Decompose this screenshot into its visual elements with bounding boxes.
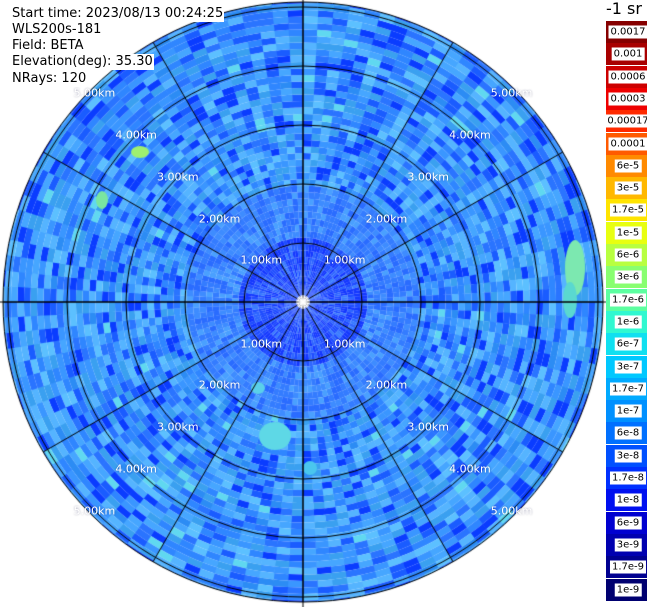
range-ring-label: 5.00km [490, 86, 533, 100]
range-ring-label: 2.00km [198, 212, 241, 226]
colorbar-level: 0.0001 [606, 132, 647, 155]
colorbar-level-label: 6e-9 [614, 516, 642, 530]
colorbar-level-label: 3e-8 [614, 449, 642, 463]
colorbar-level-label: 1e-7 [614, 404, 642, 418]
colorbar-level-label: 0.00017 [605, 114, 647, 128]
colorbar-level: 6e-6 [606, 244, 647, 266]
colorbar-level: 0.0017 [606, 21, 647, 43]
range-ring-label: 4.00km [115, 128, 157, 142]
colorbar-level-label: 1e-6 [614, 315, 642, 329]
colorbar-level-label: 6e-7 [614, 337, 642, 351]
colorbar-level-label: 3e-5 [614, 181, 642, 195]
range-ring-label: 2.00km [365, 378, 408, 392]
colorbar-level: 3e-9 [606, 533, 647, 556]
field-label: Field: BETA [11, 38, 85, 54]
colorbar-level: 0.001 [606, 43, 647, 66]
colorbar-level: 3e-6 [606, 266, 647, 289]
colorbar-level-label: 3e-9 [614, 538, 642, 552]
range-ring-label: 5.00km [73, 86, 116, 100]
colorbar-level: 1.7e-5 [606, 199, 647, 222]
colorbar-level: 1.7e-9 [606, 556, 647, 579]
colorbar-level-label: 1.7e-9 [609, 560, 647, 574]
colorbar-level: 6e-9 [606, 511, 647, 534]
colorbar-level: 1e-7 [606, 400, 647, 423]
colorbar-level: 1.7e-7 [606, 377, 647, 400]
colorbar-level: 1e-9 [606, 578, 647, 601]
range-ring-label: 3.00km [407, 170, 449, 184]
colorbar-level-label: 1.7e-6 [609, 293, 647, 307]
colorbar-level-label: 0.001 [611, 47, 645, 61]
colorbar-level-label: 6e-5 [614, 159, 642, 173]
range-ring-label: 5.00km [73, 504, 116, 518]
colorbar-level-label: 1e-5 [614, 226, 642, 240]
device-label: WLS200s-181 [11, 22, 103, 38]
range-ring-label: 5.00km [490, 504, 533, 518]
colorbar-level: 6e-8 [606, 422, 647, 445]
colorbar-level-label: 3e-6 [614, 270, 642, 284]
colorbar-level-label: 1.7e-5 [609, 203, 647, 217]
nrays-label: NRays: 120 [11, 71, 88, 87]
colorbar-level-label: 0.0006 [608, 70, 647, 84]
colorbar-level: 1e-6 [606, 310, 647, 333]
colorbar-level: 0.00017 [605, 110, 647, 133]
colorbar-level-label: 3e-7 [614, 360, 642, 373]
colorbar-level-label: 1e-8 [614, 493, 642, 507]
colorbar-level-label: 0.0003 [608, 92, 647, 106]
range-ring-label: 2.00km [198, 378, 241, 392]
range-ring-label: 2.00km [365, 212, 408, 226]
start-time-label: Start time: 2023/08/13 00:24:25 [11, 6, 225, 22]
colorbar-level-label: 6e-8 [614, 426, 642, 440]
colorbar-level: 6e-5 [606, 154, 647, 177]
elevation-label: Elevation(deg): 35.30 [11, 54, 154, 70]
colorbar-level: 6e-7 [606, 333, 647, 356]
colorbar-level-label: 0.0017 [608, 25, 647, 39]
colorbar-level-label: 1.7e-8 [609, 471, 647, 485]
range-ring-label: 1.00km [323, 253, 366, 267]
colorbar-level: 1e-5 [606, 221, 647, 244]
range-ring-label: 3.00km [157, 170, 199, 184]
colorbar-level: 3e-5 [606, 177, 647, 200]
colorbar-level: 1e-8 [606, 489, 647, 512]
range-ring-label: 3.00km [157, 420, 199, 434]
colorbar-level-label: 0.0001 [608, 137, 647, 150]
range-ring-label: 1.00km [240, 253, 283, 267]
colorbar-level-label: 6e-6 [614, 248, 642, 262]
colorbar-level-label: 1e-9 [614, 583, 642, 596]
colorbar-level: 0.0003 [606, 87, 647, 110]
range-ring-label: 3.00km [407, 420, 449, 434]
colorbar-level: 3e-8 [606, 444, 647, 467]
range-ring-label: 4.00km [115, 462, 157, 476]
colorbar-unit-title: -1 sr [606, 0, 642, 18]
colorbar-level-label: 1.7e-7 [609, 382, 647, 396]
colorbar-level: 1.7e-8 [606, 467, 647, 489]
colorbar-level: 0.0006 [606, 65, 647, 88]
colorbar-level: 1.7e-6 [606, 288, 647, 311]
range-ring-label: 1.00km [323, 337, 366, 351]
colorbar-level: 3e-7 [606, 355, 647, 378]
range-ring-label: 1.00km [240, 337, 283, 351]
range-ring-label: 4.00km [449, 462, 491, 476]
range-ring-label: 4.00km [449, 128, 491, 142]
